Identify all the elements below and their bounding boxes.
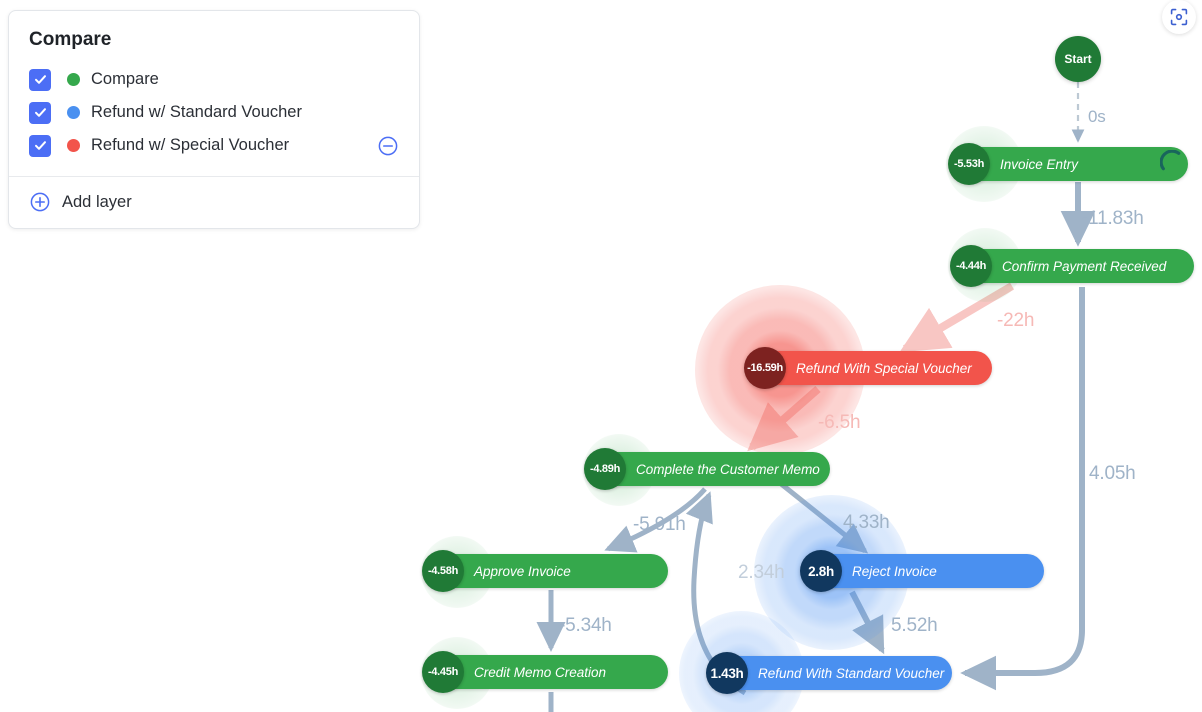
edge-label-special-memo: -6.5h: [818, 412, 861, 433]
page-title: Compare: [29, 29, 112, 50]
edge-label-0s: 0s: [1088, 107, 1106, 126]
series-color-dot-compare: [67, 73, 80, 86]
node-invoice-entry-badge: -5.53h: [948, 143, 990, 185]
node-refund-with-standard-voucher[interactable]: 1.43h Refund With Standard Voucher: [706, 652, 952, 694]
node-complete-the-customer-memo-label: Complete the Customer Memo: [636, 461, 820, 477]
legend-label-refund-standard-voucher: Refund w/ Standard Voucher: [91, 103, 302, 121]
add-layer-label: Add layer: [62, 192, 132, 211]
node-confirm-payment-received-label: Confirm Payment Received: [1002, 258, 1167, 274]
minus-circle-icon[interactable]: [377, 135, 399, 157]
node-complete-the-customer-memo-badge: -4.89h: [584, 448, 626, 490]
node-refund-with-special-voucher-label: Refund With Special Voucher: [796, 360, 972, 376]
node-refund-with-special-voucher[interactable]: -16.59h Refund With Special Voucher: [744, 347, 992, 389]
add-layer-button[interactable]: Add layer: [9, 177, 419, 228]
edge-memo-approve: [604, 487, 707, 553]
focus-recenter-icon: [1170, 8, 1188, 26]
compare-legend-panel: Compare Compare Refund w/ Stand: [8, 10, 420, 229]
node-approve-invoice-label: Approve Invoice: [474, 563, 571, 579]
node-refund-with-standard-voucher-label: Refund With Standard Voucher: [758, 665, 945, 681]
check-icon: [34, 108, 46, 117]
edge-label-confirm-reject: 4.33h: [843, 512, 890, 533]
edge-special-memo: [747, 385, 821, 452]
node-credit-memo-creation[interactable]: -4.45h Credit Memo Creation: [422, 651, 668, 693]
edge-label-confirm-standard: 4.05h: [1089, 463, 1136, 484]
node-credit-memo-creation-label: Credit Memo Creation: [474, 664, 607, 680]
node-complete-the-customer-memo[interactable]: -4.89h Complete the Customer Memo: [584, 448, 830, 490]
node-start-label: Start: [1064, 52, 1092, 66]
legend-label-compare: Compare: [91, 70, 159, 88]
edge-label-reject-standard: 5.52h: [891, 615, 938, 636]
edge-reject-standard: [849, 590, 885, 655]
series-color-dot-refund-special-voucher: [67, 139, 80, 152]
divider: [9, 176, 419, 177]
series-color-dot-refund-standard-voucher: [67, 106, 80, 119]
progress-ring-icon: [1160, 150, 1181, 171]
node-confirm-payment-received[interactable]: -4.44h Confirm Payment Received: [950, 245, 1194, 287]
node-refund-with-special-voucher-badge: -16.59h: [744, 347, 786, 389]
recenter-view-button[interactable]: [1162, 0, 1196, 34]
node-confirm-payment-received-badge: -4.44h: [950, 245, 992, 287]
checkbox-compare[interactable]: [29, 68, 51, 91]
node-credit-memo-creation-badge: -4.45h: [422, 651, 464, 693]
plus-circle-icon: [29, 191, 51, 213]
edge-label-invoice-confirm: -11.83h: [1082, 208, 1144, 229]
legend-row-list: Compare Refund w/ Standard Voucher: [9, 63, 419, 176]
node-invoice-entry[interactable]: -5.53h Invoice Entry: [948, 143, 1188, 185]
edge-confirm-reject: [778, 481, 869, 554]
legend-row-refund-standard-voucher[interactable]: Refund w/ Standard Voucher: [29, 96, 399, 129]
edge-label-confirm-special: -22h: [997, 310, 1035, 331]
node-reject-invoice-label: Reject Invoice: [852, 563, 937, 579]
node-invoice-entry-label: Invoice Entry: [1000, 156, 1079, 172]
check-icon: [34, 141, 46, 150]
edge-label-standard-memo: 2.34h: [738, 562, 785, 583]
node-refund-with-standard-voucher-badge: 1.43h: [706, 652, 748, 694]
edge-label-approve-credit: -5.34h: [559, 615, 612, 636]
check-icon: [34, 75, 46, 84]
node-reject-invoice-badge: 2.8h: [800, 550, 842, 592]
edge-label-memo-approve: -5.91h: [633, 514, 686, 535]
checkbox-refund-standard-voucher[interactable]: [29, 101, 51, 124]
node-start[interactable]: Start: [1055, 36, 1101, 82]
legend-label-refund-special-voucher: Refund w/ Special Voucher: [91, 136, 290, 154]
edge-confirm-special: [899, 282, 1015, 353]
edge-confirm-standard: [960, 287, 1085, 691]
legend-row-compare[interactable]: Compare: [29, 63, 399, 96]
checkbox-refund-special-voucher[interactable]: [29, 134, 51, 157]
legend-row-refund-special-voucher[interactable]: Refund w/ Special Voucher: [29, 129, 399, 162]
node-approve-invoice[interactable]: -4.58h Approve Invoice: [422, 550, 668, 592]
node-approve-invoice-badge: -4.58h: [422, 550, 464, 592]
node-reject-invoice[interactable]: 2.8h Reject Invoice: [800, 550, 1044, 592]
